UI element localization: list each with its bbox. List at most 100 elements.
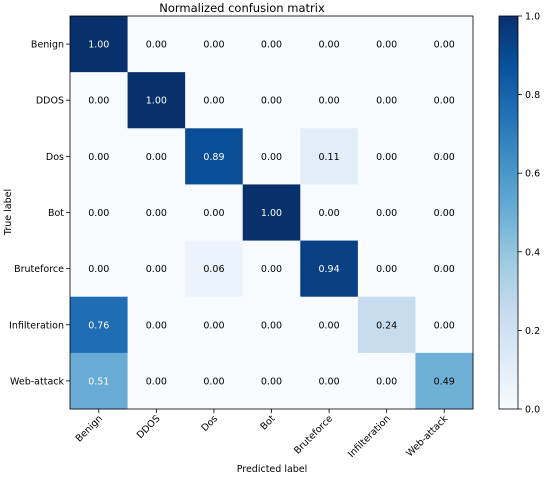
y-tick-label: Dos [46,152,64,163]
cell-value-label: 0.00 [261,320,282,331]
colorbar-tick-label: 0.6 [525,169,540,180]
cell-value-label: 0.11 [318,152,339,163]
heatmap-cell [70,240,129,298]
cell-value-label: 0.00 [434,96,455,107]
cell-value-label: 0.00 [318,208,339,219]
heatmap-cell [415,296,474,354]
x-axis-ticks: Benign DDOS Dos Bot Bruteforce Infilteration W… [74,409,451,460]
colorbar-tick-label: 0.8 [525,90,540,101]
heatmap-cell [242,352,301,410]
cell-value-label: 0.00 [261,264,282,275]
cell-value-label: 0.24 [376,320,397,331]
heatmap-cell [415,128,474,185]
heatmap-cells [70,16,474,410]
heatmap-cell-labels: 1.00 0.00 0.00 0.00 0.00 0.00 0.00 0.00 1.00 0.00… [88,40,455,388]
cell-value-label: 0.00 [434,208,455,219]
cell-value-label: 0.00 [146,208,167,219]
heatmap-cell [185,240,244,298]
heatmap-cell [127,184,186,242]
heatmap-cell [70,296,129,354]
cell-value-label: 0.00 [318,320,339,331]
cell-value-label: 0.00 [203,320,224,331]
heatmap-cell [300,296,359,354]
y-tick-label: DDOS [36,96,64,107]
cell-value-label: 0.00 [434,40,455,51]
heatmap-cell [357,240,416,298]
colorbar-tick-label: 0.0 [525,405,540,416]
cell-value-label: 0.00 [203,96,224,107]
x-tick-label: Benign [74,413,105,444]
cell-value-label: 0.00 [261,96,282,107]
heatmap-cell [415,184,474,242]
heatmap-cell [242,184,301,242]
heatmap-cell [415,352,474,410]
cell-value-label: 0.00 [261,152,282,163]
cell-value-label: 0.00 [376,96,397,107]
cell-value-label: 0.00 [146,40,167,51]
colorbar-tick-label: 0.4 [525,247,540,258]
y-tick-label: Bruteforce [14,264,64,275]
heatmap-cell [357,184,416,242]
heatmap-cell [185,72,244,129]
cell-value-label: 0.00 [376,152,397,163]
cell-value-label: 0.00 [376,376,397,387]
heatmap-cell [127,296,186,354]
heatmap-cell [185,296,244,354]
cell-value-label: 0.94 [318,264,339,275]
cell-value-label: 0.51 [88,376,109,387]
heatmap-cell [127,72,186,129]
heatmap-cell [70,128,129,185]
y-axis-label: True label [3,189,14,236]
heatmap-cell [70,72,129,129]
cell-value-label: 0.76 [88,320,109,331]
heatmap-cell [127,352,186,410]
heatmap-cell [70,184,129,242]
cell-value-label: 0.00 [146,264,167,275]
cell-value-label: 1.00 [88,40,109,51]
heatmap-cell [242,72,301,129]
y-tick-label: Web-attack [10,376,64,387]
x-tick-label: DDOS [135,413,163,441]
heatmap-cell [300,16,359,73]
cell-value-label: 0.49 [434,376,455,387]
heatmap-cell [127,128,186,185]
x-tick-label: Web-attack [404,413,450,459]
heatmap-cell [127,240,186,298]
cell-value-label: 0.89 [203,152,224,163]
cell-value-label: 0.00 [434,320,455,331]
x-tick-label: Dos [199,413,220,434]
cell-value-label: 0.00 [434,264,455,275]
heatmap-cell [300,352,359,410]
heatmap-cell [357,296,416,354]
cell-value-label: 0.00 [203,376,224,387]
cell-value-label: 0.00 [261,376,282,387]
colorbar-tick-label: 0.2 [525,326,540,337]
cell-value-label: 1.00 [146,96,167,107]
cell-value-label: 0.00 [203,208,224,219]
colorbar-tick-label: 1.0 [525,12,540,23]
heatmap-cell [242,16,301,73]
cell-value-label: 0.00 [376,40,397,51]
heatmap-cell [242,240,301,298]
heatmap-cell [357,128,416,185]
cell-value-label: 0.00 [318,40,339,51]
heatmap-cell [242,128,301,185]
heatmap-cell [300,128,359,185]
cell-value-label: 0.06 [203,264,224,275]
cell-value-label: 0.00 [318,376,339,387]
heatmap-cell [300,240,359,298]
colorbar [498,15,519,410]
heatmap-cell [415,240,474,298]
y-tick-label: Bot [48,208,64,219]
heatmap-cell [357,72,416,129]
x-tick-label: Bruteforce [292,413,335,456]
cell-value-label: 0.00 [88,264,109,275]
heatmap-cell [357,16,416,73]
cell-value-label: 0.00 [203,40,224,51]
cell-value-label: 0.00 [376,208,397,219]
y-tick-label: Infilteration [9,320,64,331]
x-tick-label: Infilteration [346,413,393,460]
x-axis-label: Predicted label [237,464,308,475]
y-tick-label: Benign [31,40,64,51]
